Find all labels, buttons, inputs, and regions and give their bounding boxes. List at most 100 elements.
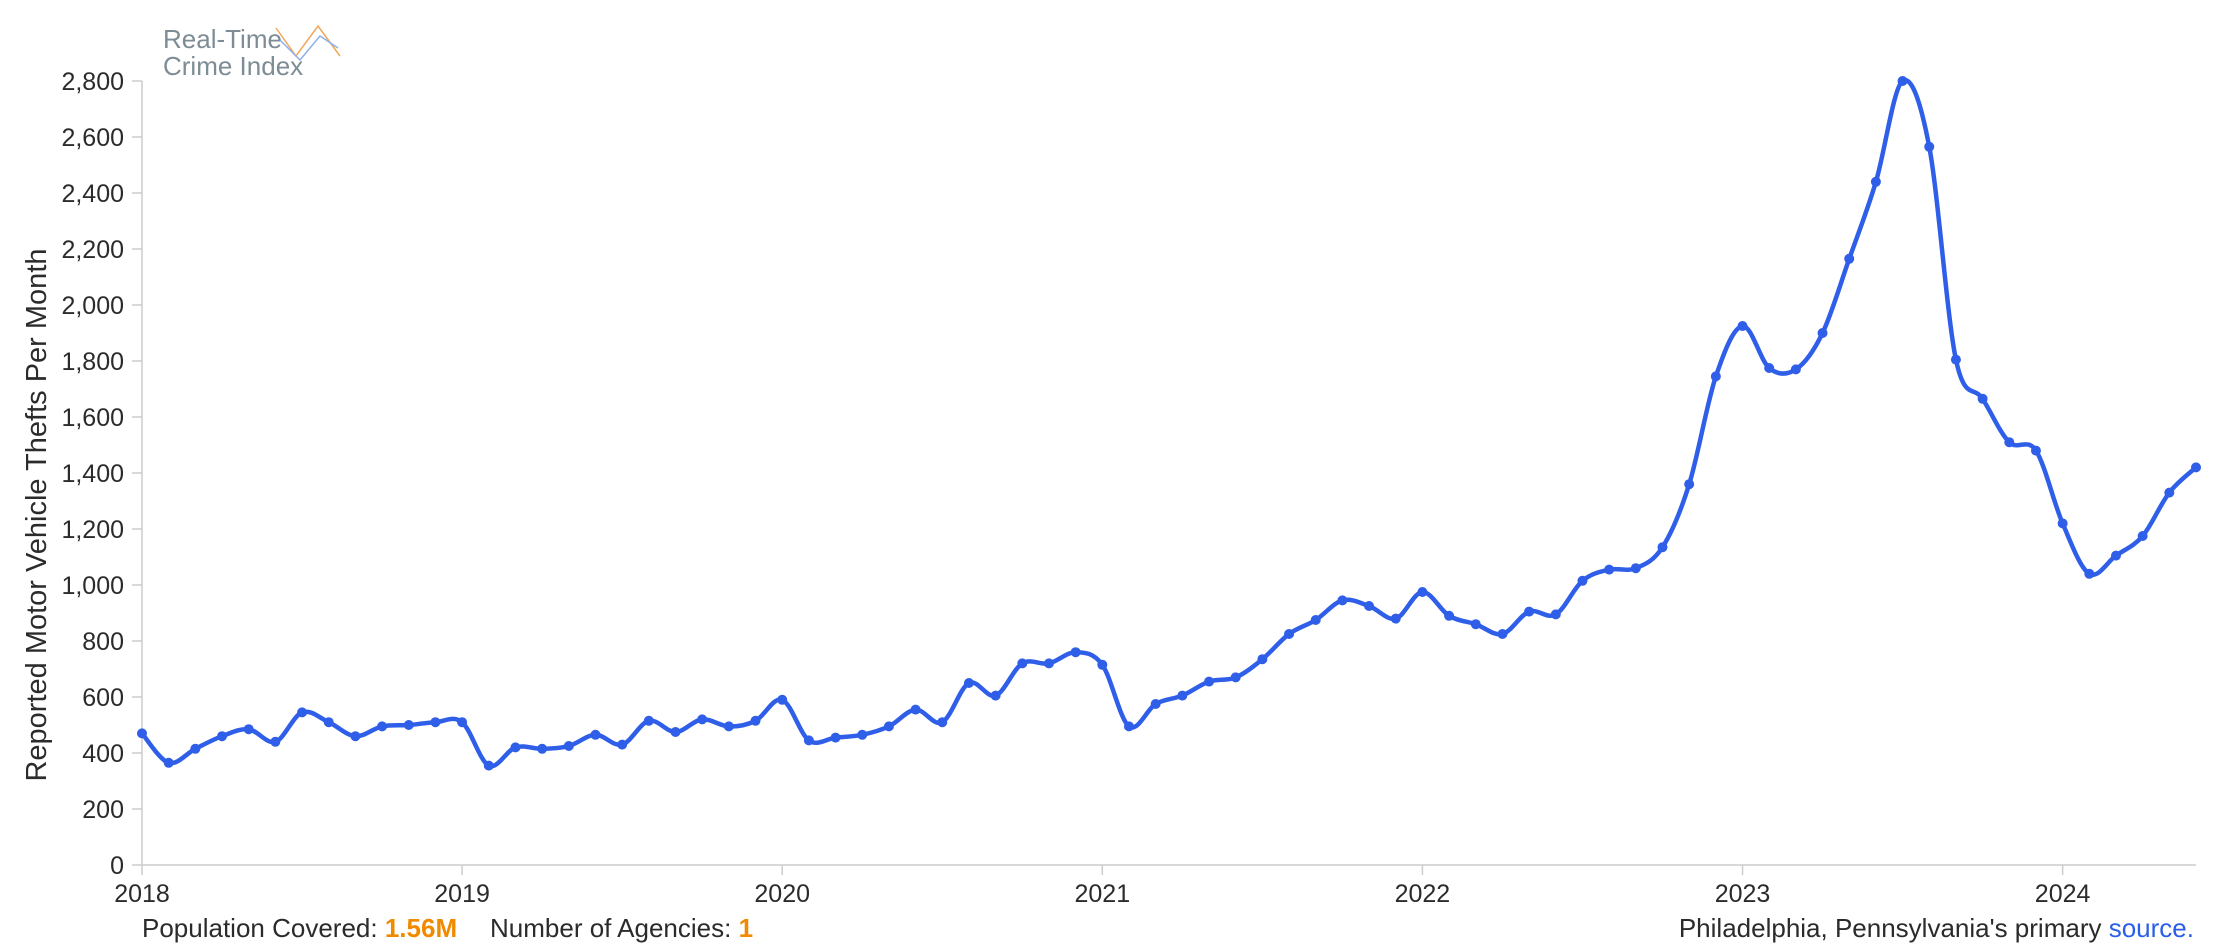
data-point-2023-06[interactable] (1870, 176, 1881, 187)
data-point-2022-06[interactable] (1550, 609, 1561, 620)
data-point-2021-05[interactable] (1204, 676, 1215, 687)
x-tick-label: 2024 (2035, 880, 2091, 908)
data-point-2018-02[interactable] (163, 757, 174, 768)
data-point-2024-05[interactable] (2164, 487, 2175, 498)
data-point-2024-06[interactable] (2191, 462, 2201, 473)
data-point-2019-12[interactable] (750, 715, 761, 726)
logo-line-1: Real-Time (163, 24, 282, 54)
data-point-2023-09[interactable] (1950, 354, 1961, 365)
data-point-2021-06[interactable] (1230, 672, 1241, 683)
data-point-2019-09[interactable] (670, 727, 681, 737)
data-point-2018-09[interactable] (350, 731, 361, 742)
data-point-2020-04[interactable] (857, 729, 868, 740)
data-point-2022-01[interactable] (1417, 587, 1428, 597)
agencies-value: 1 (738, 913, 754, 943)
data-point-2020-08[interactable] (963, 678, 974, 688)
data-point-2022-02[interactable] (1444, 610, 1455, 621)
population-label: Population Covered: (142, 913, 378, 943)
data-point-2022-11[interactable] (1684, 479, 1695, 490)
data-point-2024-03[interactable] (2110, 550, 2121, 561)
data-point-2020-03[interactable] (830, 732, 841, 743)
data-point-2018-10[interactable] (377, 721, 388, 732)
data-point-2022-10[interactable] (1657, 542, 1668, 553)
data-point-2022-09[interactable] (1630, 563, 1641, 574)
data-point-2021-11[interactable] (1364, 601, 1375, 611)
data-point-2018-12[interactable] (430, 717, 441, 728)
data-point-2019-04[interactable] (537, 743, 548, 754)
data-point-2022-08[interactable] (1604, 564, 1615, 575)
y-axis-title: Reported Motor Vehicle Thefts Per Month (21, 248, 53, 781)
data-point-2019-08[interactable] (643, 715, 654, 726)
data-point-2019-01[interactable] (457, 717, 468, 728)
data-point-2023-11[interactable] (2004, 437, 2015, 448)
data-point-2020-02[interactable] (803, 735, 814, 746)
x-tick-label: 2022 (1395, 880, 1451, 908)
data-point-2023-07[interactable] (1897, 76, 1908, 86)
data-point-2021-04[interactable] (1177, 690, 1188, 701)
data-point-2024-01[interactable] (2057, 518, 2068, 529)
y-tick-label: 2,800 (61, 68, 124, 96)
data-point-2020-07[interactable] (937, 717, 948, 728)
y-tick-label: 0 (110, 852, 124, 880)
series-line (139, 77, 2199, 769)
data-point-2023-10[interactable] (1977, 393, 1988, 404)
y-tick-label: 400 (82, 740, 124, 768)
x-tick-label: 2019 (434, 880, 490, 908)
data-point-2019-11[interactable] (723, 721, 734, 732)
data-point-2018-03[interactable] (190, 743, 201, 754)
data-point-2021-02[interactable] (1123, 721, 1134, 732)
x-tick-label: 2023 (1715, 880, 1771, 908)
data-point-2023-04[interactable] (1817, 328, 1828, 338)
y-axis-ticks: 0 200 400 600 800 1,000 1,200 1,400 1,600 1,800 2,… (61, 68, 142, 880)
data-point-2018-07[interactable] (297, 707, 308, 718)
data-point-2023-02[interactable] (1764, 363, 1775, 373)
data-point-2021-09[interactable] (1310, 615, 1321, 625)
data-point-2021-12[interactable] (1390, 613, 1401, 624)
data-point-2020-09[interactable] (990, 690, 1001, 701)
data-point-2018-11[interactable] (403, 720, 414, 730)
data-point-2021-08[interactable] (1284, 629, 1295, 639)
data-point-2019-10[interactable] (697, 714, 708, 725)
data-point-2018-08[interactable] (323, 717, 334, 728)
data-point-2020-06[interactable] (910, 704, 921, 715)
data-point-2020-05[interactable] (883, 721, 894, 732)
data-point-2023-08[interactable] (1924, 141, 1935, 152)
data-point-2018-05[interactable] (243, 724, 254, 735)
source-link[interactable]: source. (2109, 913, 2194, 943)
data-point-2023-03[interactable] (1790, 364, 1801, 375)
data-point-2021-10[interactable] (1337, 595, 1348, 606)
data-point-2020-12[interactable] (1070, 647, 1081, 658)
data-point-2022-07[interactable] (1577, 575, 1588, 586)
x-tick-label: 2018 (114, 880, 170, 908)
data-point-2019-07[interactable] (617, 739, 628, 750)
data-point-2024-04[interactable] (2137, 531, 2148, 541)
data-point-2020-10[interactable] (1017, 658, 1028, 669)
data-point-2021-01[interactable] (1097, 659, 1108, 670)
data-point-2019-02[interactable] (483, 760, 494, 771)
data-point-2023-05[interactable] (1844, 253, 1855, 264)
y-tick-label: 2,000 (61, 292, 124, 320)
data-point-2021-07[interactable] (1257, 654, 1268, 665)
data-point-2020-01[interactable] (777, 694, 788, 705)
data-point-2019-06[interactable] (590, 729, 601, 740)
data-point-2021-03[interactable] (1150, 699, 1161, 709)
data-point-2023-01[interactable] (1737, 321, 1748, 331)
data-point-2018-04[interactable] (217, 731, 228, 742)
data-point-2020-11[interactable] (1043, 658, 1054, 669)
y-tick-label: 600 (82, 684, 124, 712)
data-point-2019-03[interactable] (510, 742, 521, 753)
data-point-2019-05[interactable] (563, 741, 574, 751)
source-link-text[interactable]: source (2108, 913, 2187, 943)
data-point-2018-06[interactable] (270, 736, 281, 747)
data-point-2024-02[interactable] (2084, 568, 2095, 579)
data-point-2022-03[interactable] (1470, 619, 1481, 630)
logo: Real-Time Crime Index (163, 24, 341, 81)
y-tick-label: 800 (82, 628, 124, 656)
data-point-2022-04[interactable] (1497, 629, 1508, 639)
data-point-2023-12[interactable] (2030, 445, 2041, 456)
x-axis-ticks: 2018 2019 2020 2021 2022 2023 2024 (114, 865, 2091, 908)
data-point-2022-12[interactable] (1710, 371, 1721, 382)
data-point-2018-01[interactable] (137, 728, 147, 739)
data-point-2022-05[interactable] (1524, 606, 1535, 617)
